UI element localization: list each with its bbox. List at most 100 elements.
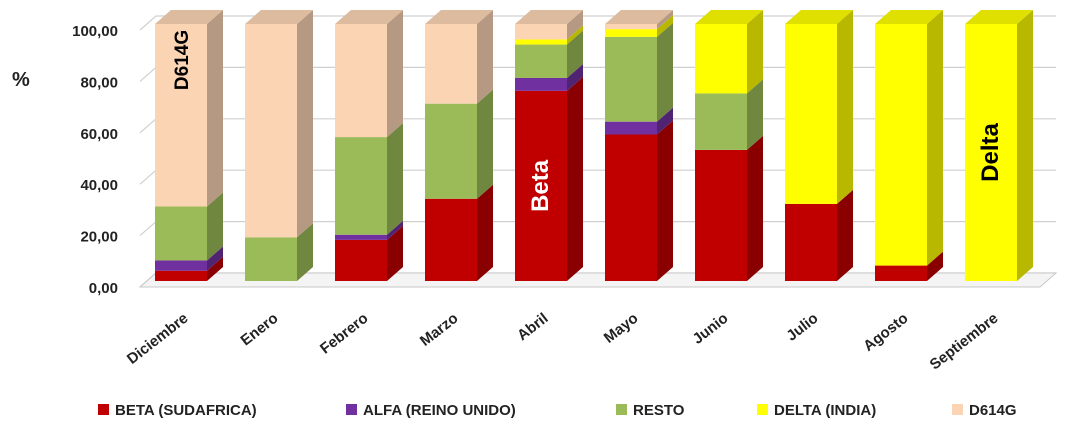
legend-item: D614G [952,402,1017,419]
bar-side-d614g [387,10,403,138]
bar-segment-delta [695,24,747,94]
bar-side-beta [657,120,673,281]
bar-segment-d614g [605,24,657,30]
x-tick-label: Enero [237,310,281,350]
bar-segment-d614g [155,24,207,207]
bar-top [875,10,943,24]
bar-segment-beta [695,149,747,281]
bar-segment-resto [695,93,747,150]
x-tick-label: Junio [689,310,731,348]
bar-segment-resto [605,36,657,122]
x-tick-label: Mayo [601,310,642,347]
x-tick-label: Abril [514,310,551,344]
legend-item: DELTA (INDIA) [757,402,876,419]
bar-stack-septiembre [965,10,1033,281]
y-tick-label: 40,00 [80,177,118,194]
bar-stack-julio [785,10,853,281]
bar-stack-mayo [605,10,673,281]
y-axis-label: % [12,69,30,91]
bar-top [335,10,403,24]
bar-segment-beta [515,90,567,281]
bar-top [515,10,583,24]
bar-side-resto [297,223,313,281]
x-tick-label: Diciembre [124,310,192,368]
legend-swatch [346,404,357,415]
bar-stack-diciembre [155,10,223,281]
bar-side-resto [477,89,493,199]
bar-side-delta [567,25,583,45]
legend: BETA (SUDAFRICA) ALFA (REINO UNIDO) RESTO D… [98,402,1017,419]
bar-segment-delta [605,29,657,37]
bar-side-resto [657,22,673,122]
bar-segment-alfa [515,77,567,91]
bar-top [425,10,493,24]
bar-side-alfa [207,246,223,271]
y-tick-label: 60,00 [80,126,118,143]
bar-segment-d614g [245,24,297,238]
bars [155,10,1033,281]
bar-top [605,10,673,24]
bar-top [965,10,1033,24]
bar-stack-enero [245,10,313,281]
bar-side-resto [207,192,223,261]
x-tick-label: Marzo [417,310,462,350]
legend-label: RESTO [633,402,685,419]
annotation-label: Delta [977,123,1004,182]
legend-label: D614G [969,402,1017,419]
legend-swatch [952,404,963,415]
bar-stack-agosto [875,10,943,281]
bar-side-alfa [387,220,403,240]
bar-side-delta [837,10,853,204]
bar-segment-alfa [335,234,387,240]
annotation-label: Beta [527,159,554,212]
bar-segment-d614g [515,24,567,40]
bar-stack-junio [695,10,763,281]
annotation-label: D614G [172,30,193,90]
legend-item: RESTO [616,402,685,419]
bar-segment-d614g [335,24,387,138]
y-axis: 0,00 20,00 40,00 60,00 80,00 100,00 [72,23,118,297]
bar-side-beta [927,251,943,281]
legend-item: BETA (SUDAFRICA) [98,402,257,419]
bar-segment-beta [155,270,207,281]
bar-segment-resto [155,206,207,261]
bar-side-delta [657,15,673,37]
bar-segment-alfa [155,260,207,271]
bar-stack-marzo [425,10,493,281]
bar-segment-beta [785,203,837,281]
bar-side-d614g [477,10,493,104]
bar-side-resto [747,79,763,150]
y-tick-label: 100,00 [72,23,118,40]
x-tick-label: Septiembre [927,310,1002,374]
bar-segment-beta [875,265,927,281]
bar-segment-d614g [425,24,477,104]
bar-side-beta [747,135,763,281]
bar-side-delta [747,10,763,94]
bar-segment-beta [335,239,387,281]
bar-side-d614g [297,10,313,238]
bar-segment-alfa [605,121,657,135]
bar-stack-febrero [335,10,403,281]
bar-segment-resto [425,103,477,199]
bar-side-d614g [207,10,223,207]
bar-side-beta [567,76,583,281]
bar-segment-beta [605,134,657,281]
bar-side-beta [477,184,493,281]
legend-label: ALFA (REINO UNIDO) [363,402,516,419]
legend-label: DELTA (INDIA) [774,402,876,419]
bar-top [785,10,853,24]
x-tick-label: Febrero [317,310,371,358]
bar-side-beta [207,256,223,281]
bar-segment-delta [965,24,1017,281]
bar-stack-abril [515,10,583,281]
bar-side-d614g [567,10,583,40]
x-tick-label: Julio [783,310,821,345]
legend-label: BETA (SUDAFRICA) [115,402,257,419]
annotations: D614G Beta Delta [172,30,1004,212]
bar-top [245,10,313,24]
x-axis-labels: Diciembre Enero Febrero Marzo Abril Mayo Junio… [124,310,1002,374]
bar-segment-delta [875,24,927,266]
bar-side-beta [387,225,403,281]
legend-swatch [98,404,109,415]
